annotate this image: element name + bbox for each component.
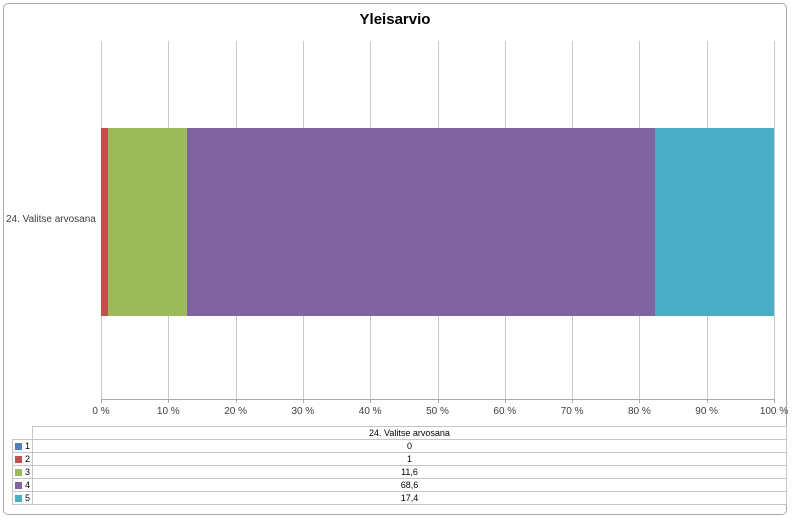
category-label: 24. Valitse arvosana: [6, 214, 96, 225]
legend-swatch-icon: [15, 469, 22, 476]
x-tick-label: 40 %: [358, 406, 382, 417]
legend-key-4: 4: [12, 478, 33, 492]
legend-swatch-icon: [15, 495, 22, 502]
x-tick-label: 60 %: [493, 406, 517, 417]
table-corner-cell: [13, 427, 33, 440]
legend-label: 2: [25, 454, 31, 464]
x-axis-tick: [168, 399, 170, 403]
x-tick-label: 90 %: [695, 406, 719, 417]
legend-label: 5: [25, 493, 31, 503]
gridline: [774, 41, 775, 399]
table-value: 1: [32, 452, 787, 466]
x-axis-tick: [235, 399, 237, 403]
x-tick-label: 20 %: [224, 406, 247, 417]
legend-swatch-icon: [15, 456, 22, 463]
table-header: 24. Valitse arvosana: [32, 426, 787, 440]
x-axis-tick: [774, 399, 775, 403]
x-tick-label: 50 %: [426, 406, 449, 417]
x-tick-label: 0 %: [92, 406, 110, 417]
legend-label: 1: [25, 441, 31, 451]
x-axis-tick: [706, 399, 708, 403]
table-row: 5 17,4: [12, 491, 787, 505]
table-value: 17,4: [32, 491, 787, 505]
x-tick-label: 80 %: [627, 406, 651, 417]
x-tick-label: 100 %: [759, 406, 789, 417]
legend-key-5: 5: [12, 491, 33, 505]
bar-segment-4: [187, 128, 656, 316]
bar-segment-3: [107, 128, 187, 316]
table-value: 0: [32, 439, 787, 453]
x-axis-tick: [437, 399, 439, 403]
chart-title: Yleisarvio: [359, 11, 431, 28]
x-axis-tick: [572, 399, 574, 403]
x-axis-tick: [302, 399, 304, 403]
x-axis-tick: [504, 399, 506, 403]
x-axis-tick: [101, 399, 102, 403]
table-header-row: 24. Valitse arvosana: [13, 426, 787, 440]
plot-area: [101, 41, 775, 399]
legend-label: 4: [25, 480, 31, 490]
stacked-bar: [101, 128, 774, 316]
table-value: 68,6: [32, 478, 787, 492]
x-axis-tick: [639, 399, 641, 403]
table-row: 3 11,6: [12, 465, 787, 479]
x-tick-label: 30 %: [291, 406, 315, 417]
bar-segment-5: [655, 128, 774, 316]
legend-key-3: 3: [12, 465, 33, 479]
legend-key-2: 2: [12, 452, 33, 466]
legend-swatch-icon: [15, 443, 22, 450]
legend-key-1: 1: [12, 439, 33, 453]
data-table: 24. Valitse arvosana 1 0 2 1 3 11,6 4 68,6 5 17,4: [12, 426, 787, 505]
table-row: 4 68,6: [12, 478, 787, 492]
chart-area: Yleisarvio 0 % 10 % 20 % 30 % 40 % 50 % 60 % 70…: [3, 3, 788, 515]
x-axis-tick: [370, 399, 372, 403]
table-value: 11,6: [32, 465, 787, 479]
bar-segment-2: [101, 128, 108, 316]
legend-label: 3: [25, 467, 31, 477]
x-tick-label: 70 %: [560, 406, 584, 417]
x-tick-label: 10 %: [156, 406, 180, 417]
legend-swatch-icon: [15, 482, 22, 489]
